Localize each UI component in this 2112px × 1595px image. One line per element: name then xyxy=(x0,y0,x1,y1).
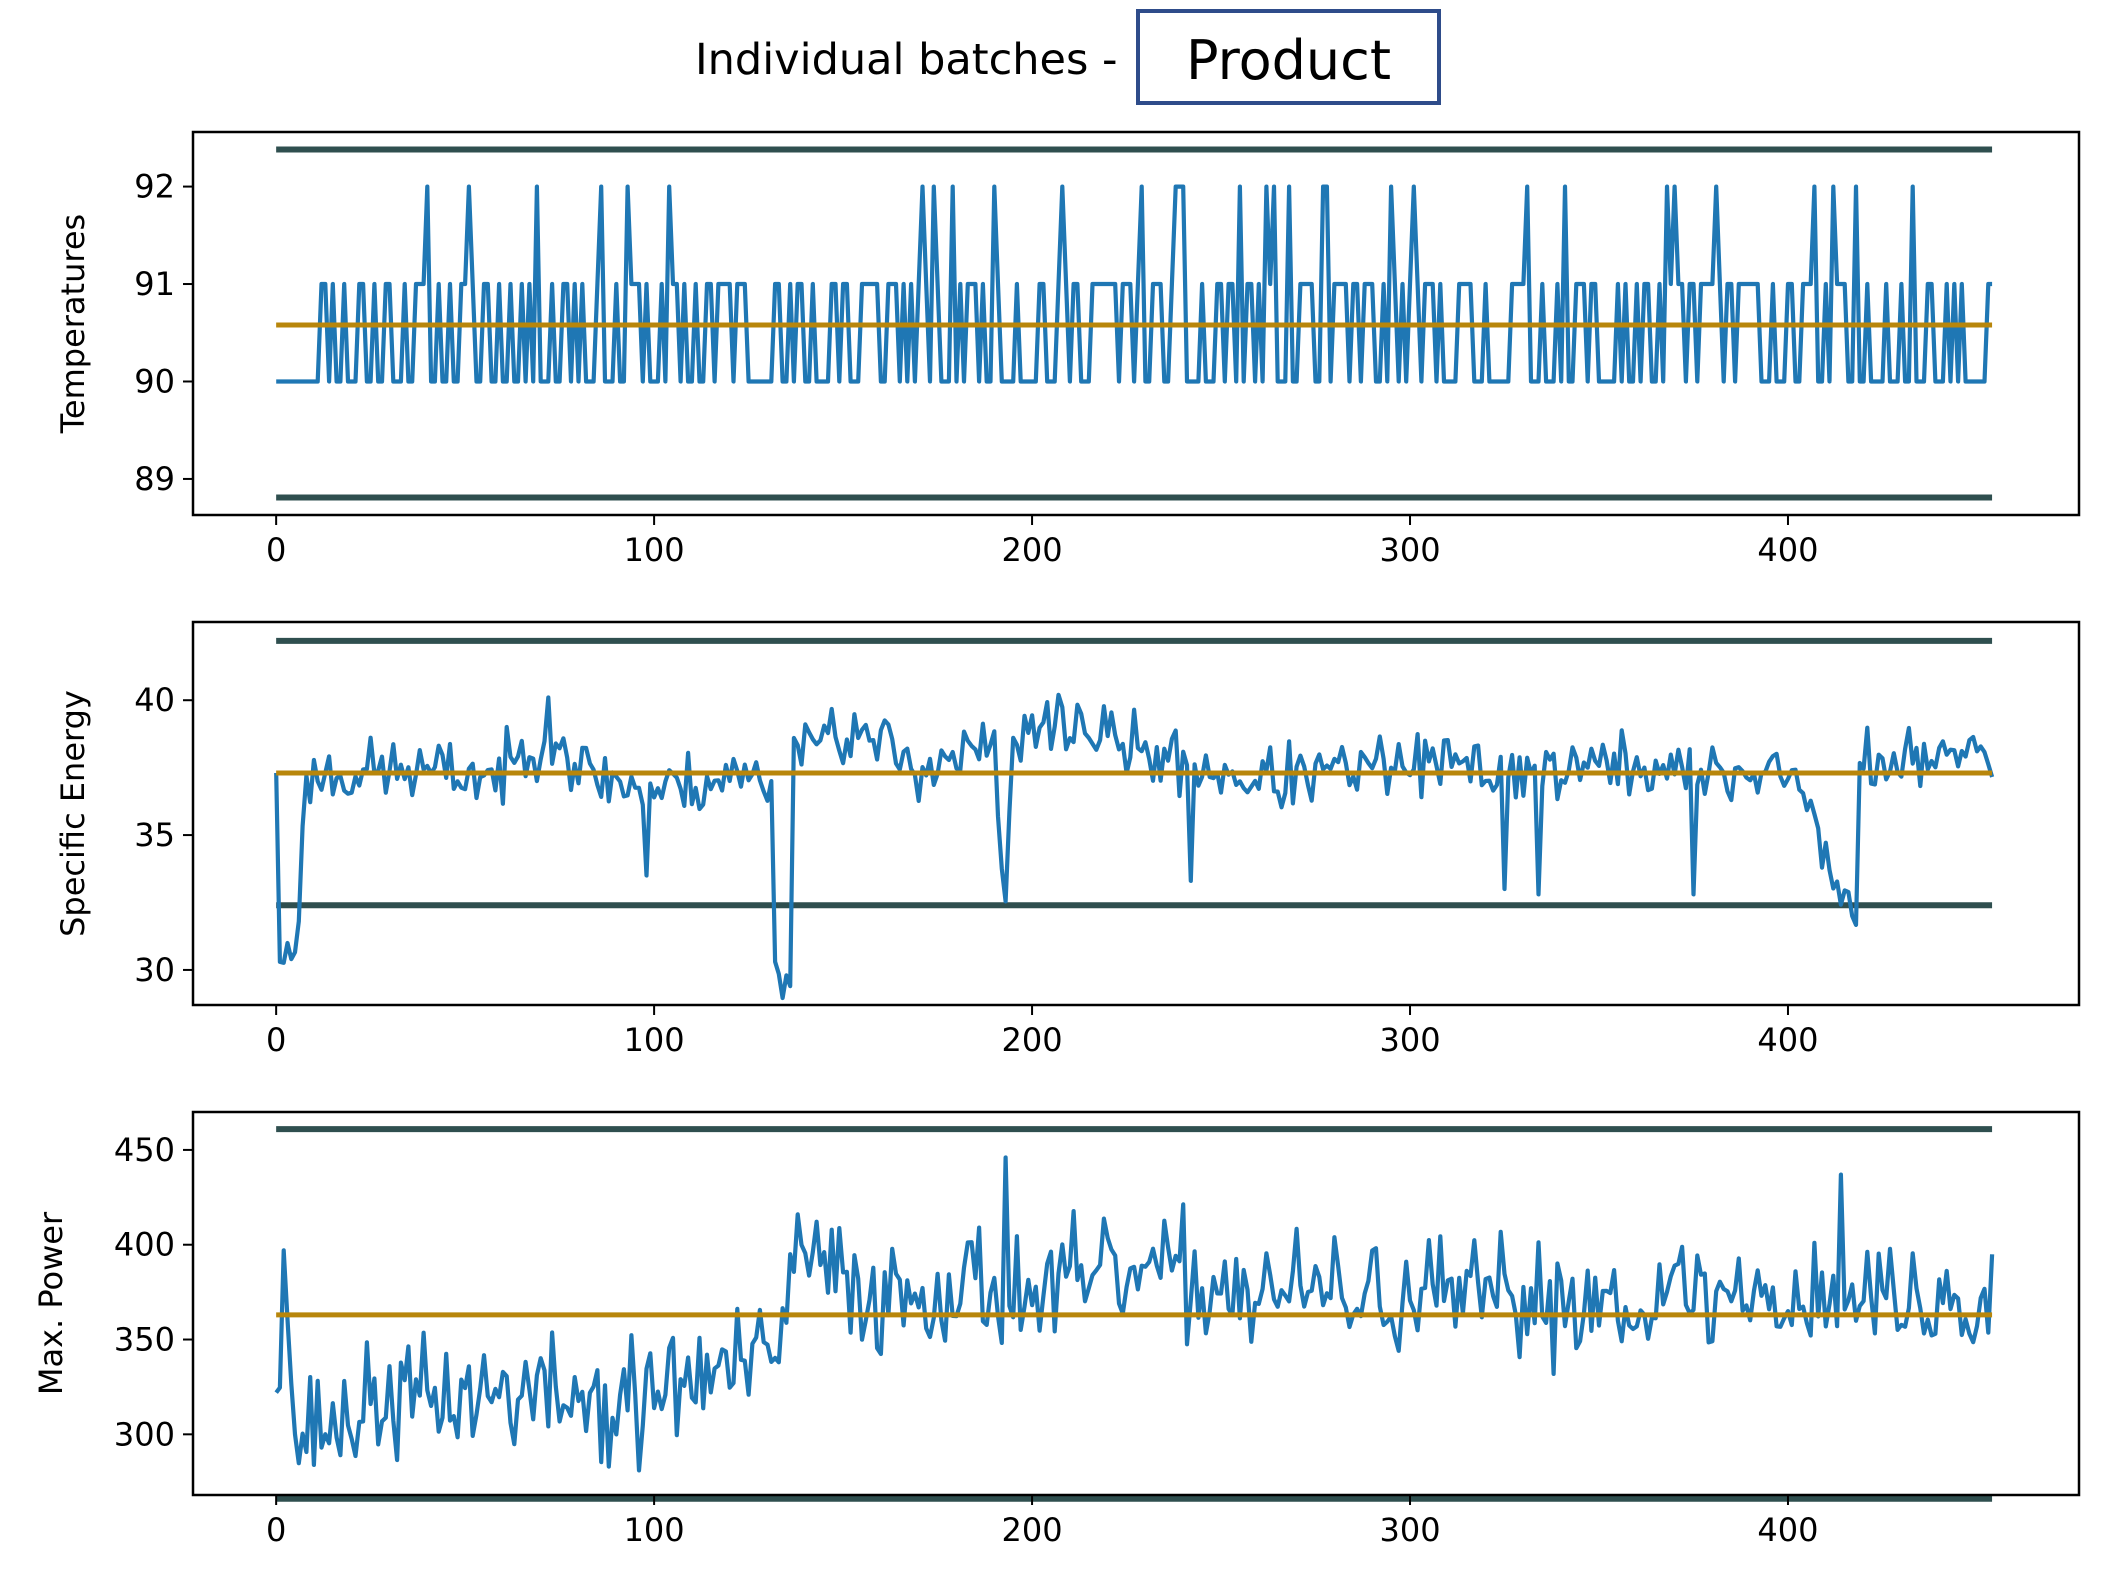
y-tick-label: 300 xyxy=(114,1415,175,1453)
x-tick-label: 100 xyxy=(624,1511,685,1549)
x-tick-label: 300 xyxy=(1379,1511,1440,1549)
series-line xyxy=(274,692,1995,1001)
y-axis-label: Specific Energy xyxy=(54,690,92,937)
y-tick-label: 30 xyxy=(134,951,175,989)
x-tick-label: 400 xyxy=(1757,531,1818,569)
chart-header-prefix: Individual batches - xyxy=(695,35,1118,85)
plot-frame xyxy=(191,130,2081,517)
series-line xyxy=(274,1155,1995,1473)
y-tick-label: 35 xyxy=(134,816,175,854)
y-tick-label: 450 xyxy=(114,1131,175,1169)
product-selector-value: Product xyxy=(1185,29,1392,92)
x-tick-label: 400 xyxy=(1757,1021,1818,1059)
y-tick-label: 90 xyxy=(134,362,175,400)
y-tick-label: 91 xyxy=(134,265,175,303)
product-selector[interactable]: Product xyxy=(1136,9,1441,105)
x-tick-label: 300 xyxy=(1379,1021,1440,1059)
x-tick-label: 200 xyxy=(1002,531,1063,569)
panel-2: 0 100 200 300 400 30 35 40 Specific Energy xyxy=(54,620,2081,1059)
x-tick-label: 0 xyxy=(266,1021,286,1059)
y-axis-label: Max. Power xyxy=(32,1211,70,1395)
x-tick-label: 100 xyxy=(624,1021,685,1059)
x-tick-label: 100 xyxy=(624,531,685,569)
x-tick-label: 400 xyxy=(1757,1511,1818,1549)
x-tick-label: 0 xyxy=(266,531,286,569)
x-tick-label: 200 xyxy=(1002,1511,1063,1549)
y-tick-label: 89 xyxy=(134,460,175,498)
x-tick-label: 0 xyxy=(266,1511,286,1549)
series-line xyxy=(276,184,1993,384)
y-tick-label: 350 xyxy=(114,1321,175,1359)
x-tick-label: 300 xyxy=(1379,531,1440,569)
panel-3: 0 100 200 300 400 300 350 400 450 Max. Power xyxy=(32,1110,2081,1549)
y-tick-label: 92 xyxy=(134,168,175,206)
plot-frame xyxy=(191,620,2081,1007)
y-axis-label: Temperatures xyxy=(54,214,92,434)
panel-1: 0 100 200 300 400 89 90 91 92 Temperatures xyxy=(54,130,2081,569)
y-tick-label: 400 xyxy=(114,1226,175,1264)
y-tick-label: 40 xyxy=(134,681,175,719)
x-tick-label: 200 xyxy=(1002,1021,1063,1059)
plot-frame xyxy=(191,1110,2081,1497)
